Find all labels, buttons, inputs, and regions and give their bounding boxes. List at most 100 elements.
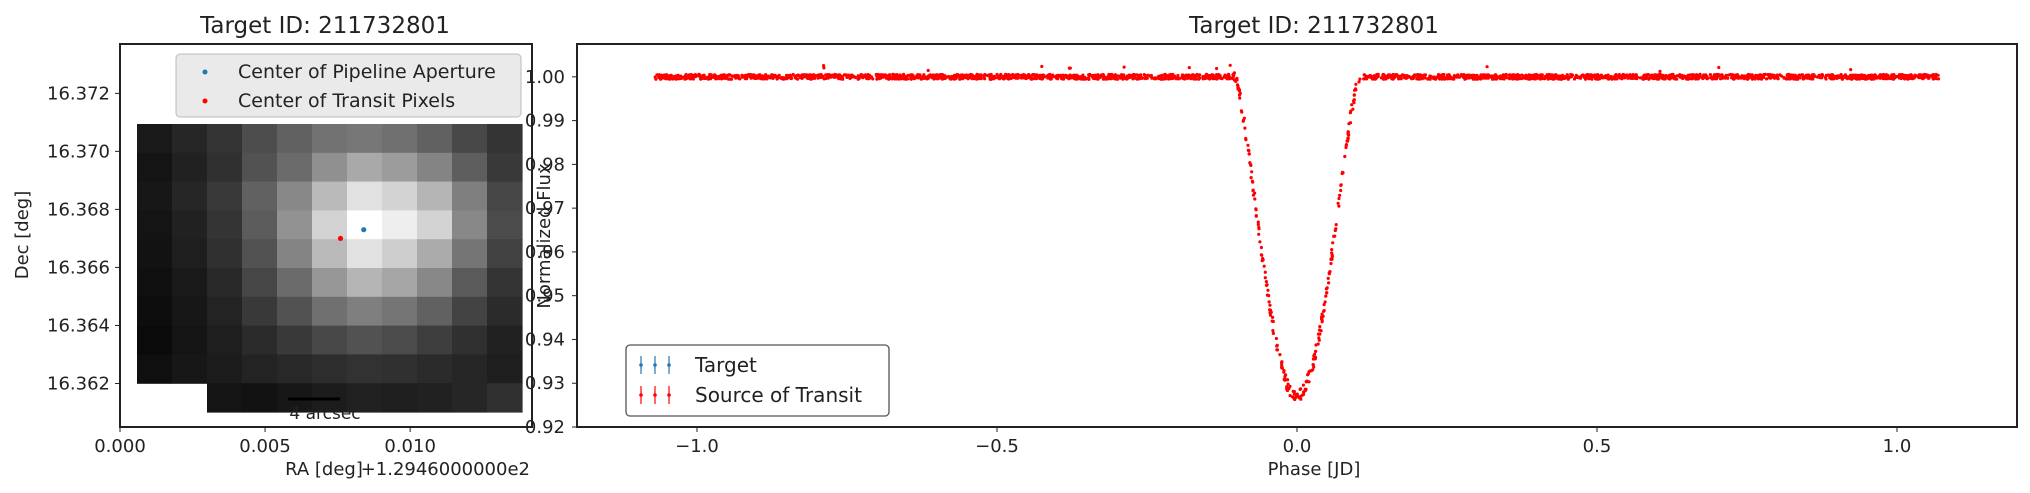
light-curve-point <box>1352 93 1356 97</box>
legend-errorbar-point <box>653 363 657 367</box>
light-curve-point <box>1218 76 1223 80</box>
light-curve-point <box>837 74 841 79</box>
light-curve-point <box>657 75 661 79</box>
light-curve-point <box>1446 73 1450 77</box>
light-curve-point <box>750 76 754 80</box>
light-curve-point <box>798 75 802 80</box>
light-curve-point <box>791 72 795 77</box>
light-curve-point <box>1251 189 1255 193</box>
y-tick-label: 0.97 <box>525 198 565 219</box>
light-curve-point <box>1330 248 1334 252</box>
light-curve-point <box>1249 163 1253 167</box>
light-curve-point <box>1511 75 1515 79</box>
pixel-cell <box>417 152 453 183</box>
light-curve-point <box>1058 73 1062 77</box>
light-curve-point <box>1081 73 1085 77</box>
light-curve-point <box>689 73 693 77</box>
light-curve-point <box>1176 73 1180 78</box>
light-curve-point <box>1499 74 1503 78</box>
light-curve-point <box>1222 75 1226 79</box>
light-curve-point <box>1149 73 1153 78</box>
light-curve-point <box>1589 73 1593 77</box>
light-curve-point <box>1164 75 1168 79</box>
light-curve-point <box>1524 73 1528 77</box>
light-curve-point <box>1271 329 1275 333</box>
light-curve-point <box>1581 73 1585 77</box>
light-curve-point <box>1330 254 1334 259</box>
legend-errorbar-point <box>667 363 671 367</box>
legend-marker-pipeline <box>202 69 208 75</box>
pixel-cell <box>382 181 418 211</box>
light-curve-point <box>1858 76 1863 81</box>
light-curve-point <box>1334 227 1338 231</box>
light-curve-point <box>1338 193 1342 197</box>
light-curve-point <box>891 75 895 80</box>
legend-label-transit-pixels: Center of Transit Pixels <box>238 90 455 112</box>
light-curve-point <box>1204 72 1208 77</box>
light-curve-point <box>878 74 882 78</box>
light-curve-point <box>865 76 869 81</box>
transit-pixels-center-point <box>337 235 344 242</box>
light-curve-point <box>1139 73 1143 77</box>
light-curve-point <box>1569 72 1573 77</box>
legend-errorbar-point <box>639 393 643 397</box>
light-curve-point <box>1409 76 1414 80</box>
pixel-cell <box>242 181 278 211</box>
light-curve-point <box>805 76 809 80</box>
pixel-cell <box>452 383 488 413</box>
light-curve-point <box>788 73 792 77</box>
light-curve-point <box>1238 96 1242 100</box>
light-curve-point <box>1280 366 1284 370</box>
pixel-cell <box>312 181 348 211</box>
light-curve-point <box>1388 73 1392 77</box>
pixel-heatmap <box>137 124 523 413</box>
light-curve-point <box>1526 77 1530 81</box>
light-curve-point <box>1311 357 1315 361</box>
scale-bar-label: 4 arcsec <box>289 404 360 424</box>
legend-marker-transit-pixels <box>202 98 208 104</box>
y-tick-label: 16.364 <box>47 315 110 336</box>
pixel-cell <box>347 210 383 240</box>
light-curve-point <box>1023 76 1028 80</box>
light-curve-point <box>1271 331 1275 335</box>
light-curve-point <box>1110 73 1114 77</box>
light-curve-point <box>1590 77 1594 81</box>
light-curve-point <box>1849 68 1853 72</box>
light-curve-point <box>928 74 932 78</box>
light-curve-point <box>1288 384 1292 388</box>
light-curve-point <box>1253 197 1257 201</box>
light-curve-point <box>1790 76 1794 80</box>
light-curve-point <box>1769 74 1773 78</box>
light-curve-point <box>1291 395 1295 399</box>
light-curve-point <box>946 75 951 79</box>
light-curve-point <box>1143 73 1147 77</box>
pixel-cell <box>137 268 173 298</box>
legend-errorbar-point <box>639 363 643 367</box>
light-curve-point <box>1156 75 1161 79</box>
light-curve-point <box>1439 75 1444 79</box>
light-curve-point <box>916 75 920 79</box>
light-curve-point <box>1268 303 1272 307</box>
light-curve-point <box>1688 77 1692 81</box>
y-tick-label: 16.366 <box>47 257 110 278</box>
light-curve-point <box>1650 74 1654 78</box>
pixel-cell <box>242 268 278 298</box>
center-markers <box>337 227 367 242</box>
pixel-cell <box>452 268 488 298</box>
pixel-cell <box>312 268 348 298</box>
light-curve-point <box>1132 72 1136 77</box>
light-curve-point <box>891 73 895 77</box>
pixel-cell <box>172 152 208 183</box>
light-curve-point <box>1863 74 1867 78</box>
light-curve-point <box>1268 313 1273 317</box>
light-curve-point <box>1334 223 1338 227</box>
light-curve-point <box>1824 77 1828 81</box>
pixel-cell <box>137 124 173 154</box>
pixel-cell <box>347 325 383 355</box>
light-curve-point <box>1227 74 1231 78</box>
pixel-cell <box>382 239 418 269</box>
light-curve-point <box>1384 74 1388 78</box>
pixel-cell <box>382 325 418 355</box>
light-curve-point <box>1194 77 1198 81</box>
light-curve-point <box>1231 76 1235 80</box>
